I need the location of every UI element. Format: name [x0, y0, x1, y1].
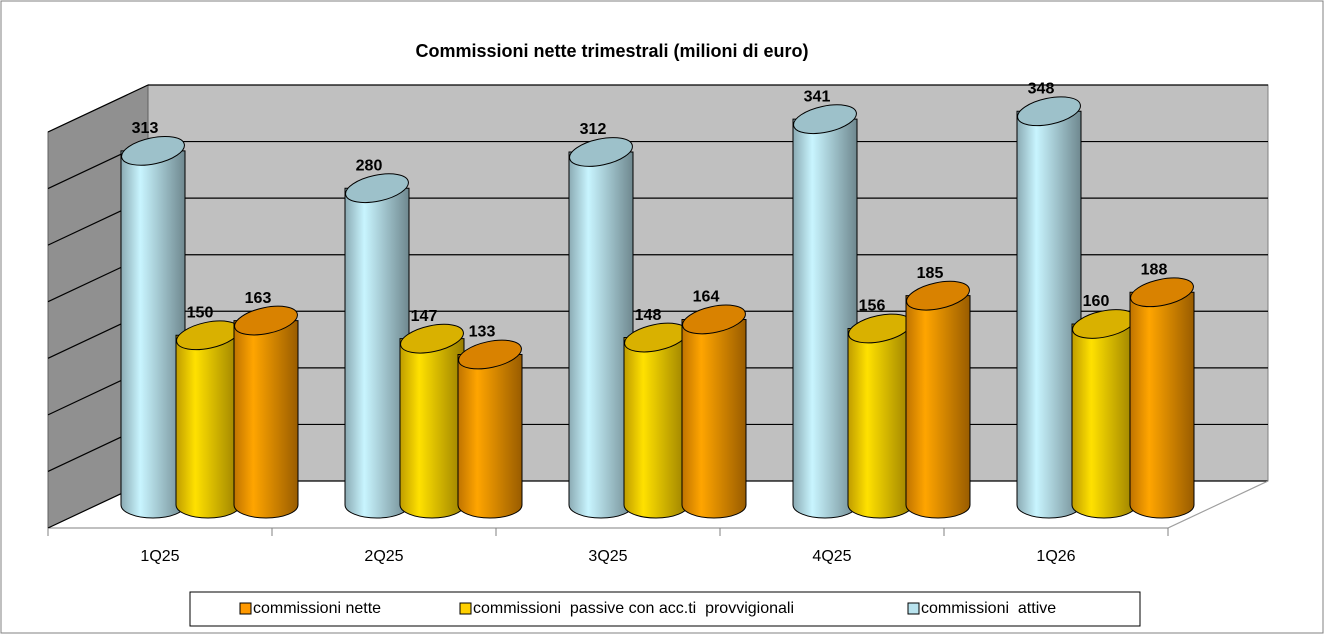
data-label: 312	[580, 121, 607, 138]
chart-title: Commissioni nette trimestrali (milioni d…	[415, 41, 808, 61]
bar-top	[569, 137, 633, 167]
data-label: 348	[1028, 80, 1055, 97]
bar	[233, 320, 299, 519]
bar	[905, 295, 971, 519]
bar-top	[1130, 277, 1194, 308]
x-tick-label: 1Q25	[140, 548, 179, 565]
bar	[457, 354, 523, 519]
x-tick-label: 2Q25	[364, 548, 403, 565]
bar	[120, 150, 186, 519]
data-label: 188	[1141, 262, 1168, 279]
data-label: 164	[693, 289, 720, 306]
x-tick-label: 4Q25	[812, 548, 851, 565]
data-label: 280	[356, 157, 383, 174]
bar	[623, 337, 689, 519]
bar	[792, 118, 858, 519]
legend	[189, 591, 1141, 627]
data-label: 341	[804, 88, 831, 105]
bar	[681, 318, 747, 519]
data-label: 133	[469, 324, 496, 341]
bar-top	[458, 339, 522, 370]
legend-label: commissioni passive con acc.ti provvigio…	[473, 600, 794, 617]
side-grid-line	[47, 84, 149, 133]
bar-top	[345, 173, 409, 204]
bar-top	[793, 104, 857, 135]
legend-swatch	[239, 602, 252, 615]
legend-label: commissioni attive	[921, 600, 1056, 617]
bar	[1016, 110, 1082, 519]
bar	[847, 327, 913, 519]
bar	[1129, 291, 1195, 519]
data-label: 163	[245, 290, 272, 307]
bar-top	[1017, 96, 1081, 127]
bar-top	[682, 304, 746, 335]
legend-swatch	[459, 602, 472, 615]
x-tick-label: 1Q26	[1036, 548, 1075, 565]
data-label: 313	[132, 120, 159, 137]
data-label: 147	[411, 308, 438, 325]
data-label: 148	[635, 307, 662, 324]
data-label: 185	[917, 265, 944, 282]
bar-top	[121, 136, 185, 166]
bar	[175, 334, 241, 519]
bar-top	[906, 280, 970, 311]
bar-top	[234, 305, 298, 336]
bar	[1071, 323, 1137, 519]
bar	[568, 151, 634, 519]
data-label: 150	[187, 305, 214, 322]
legend-swatch	[907, 602, 920, 615]
legend-label: commissioni nette	[253, 600, 381, 617]
floor-edge	[1167, 480, 1269, 529]
bar	[399, 338, 465, 519]
data-label: 156	[859, 298, 886, 315]
bar	[344, 187, 410, 519]
bar-top	[400, 323, 464, 354]
data-label: 160	[1083, 293, 1110, 310]
x-tick-label: 3Q25	[588, 548, 627, 565]
